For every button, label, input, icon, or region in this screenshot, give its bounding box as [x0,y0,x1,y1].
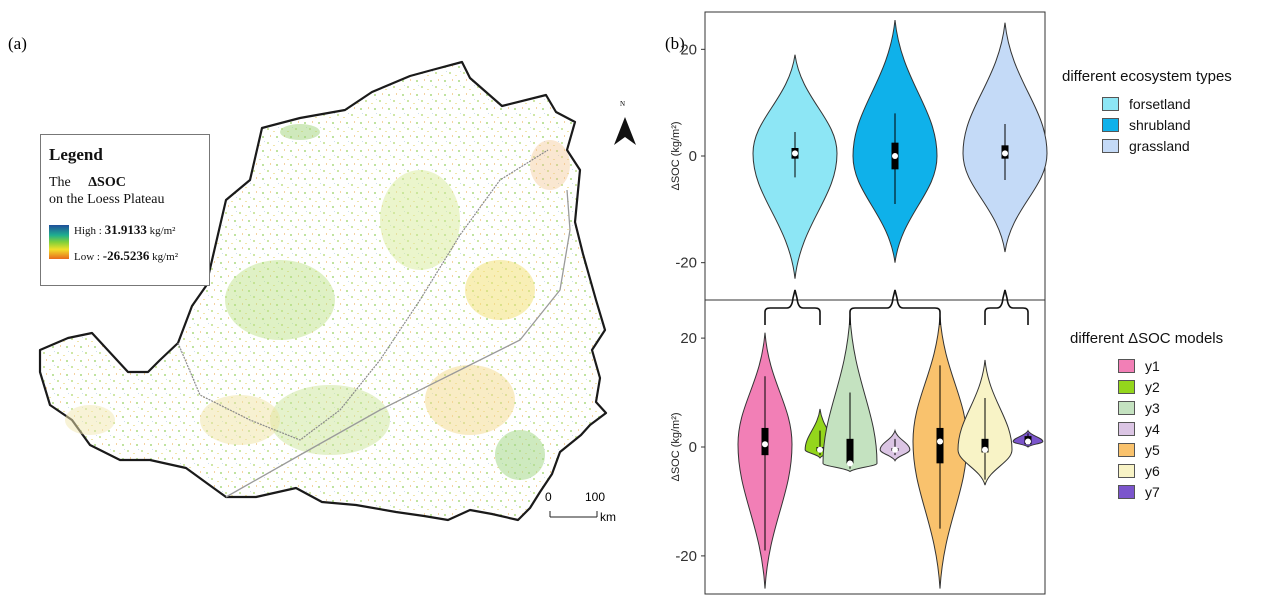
legend-swatch [1118,422,1135,436]
north-arrow-icon [614,117,636,145]
legend-item-y6: y6 [1118,463,1160,479]
legend-item-y5: y5 [1118,442,1160,458]
legend-swatch [1118,443,1135,457]
legend-title-1: different ecosystem types [1062,68,1232,85]
legend-label: y6 [1145,463,1160,479]
y-tick-label: 0 [689,148,697,165]
iqr-box-y6 [981,438,989,453]
scale-zero: 0 [545,490,552,504]
scale-bar [549,511,598,518]
legend-low: Low : -26.5236 kg/m² [74,248,178,264]
median-dot-y2 [817,446,823,453]
legend-item-y2: y2 [1118,379,1160,395]
map-legend: Legend The ΔSOC on the Loess Plateau Hig… [40,134,210,286]
legend-label: y2 [1145,379,1160,395]
median-dot-grassland [1002,150,1008,157]
legend-swatch [1102,139,1119,153]
median-dot-y5 [937,438,943,445]
legend-label: y7 [1145,484,1160,500]
legend-label: y5 [1145,442,1160,458]
legend-swatch [1118,359,1135,373]
legend-title-2: different ΔSOC models [1070,330,1224,347]
iqr-box-y3 [846,438,854,464]
legend-high-unit: kg/m² [149,225,176,237]
legend-label: forsetland [1129,96,1191,112]
legend-prefix: The [49,175,71,190]
group-bracket-2 [849,289,941,325]
median-dot-y3 [847,460,853,467]
legend-item-y4: y4 [1118,421,1160,437]
legend-color-ramp [49,225,69,259]
median-dot-y6 [982,446,988,453]
legend-item-y1: y1 [1118,358,1160,374]
legend-title: Legend [49,145,103,164]
legend-item-forsetland: forsetland [1102,96,1190,112]
north-label: N [620,100,626,108]
legend-label: y4 [1145,421,1160,437]
legend-item-y7: y7 [1118,484,1160,500]
legend-swatch [1102,118,1119,132]
y-tick-label: -20 [675,548,697,565]
legend-label: y3 [1145,400,1160,416]
median-dot-forsetland [792,150,798,157]
legend-high-prefix: High : [74,225,102,237]
legend-swatch [1102,97,1119,111]
legend-variable: ΔSOC [88,175,126,190]
legend-label: y1 [1145,358,1160,374]
y-tick-label: 0 [689,439,697,456]
legend-high-value: 31.9133 [104,222,147,237]
y-axis-label: ΔSOC (kg/m²) [670,121,682,190]
median-dot-shrubland [892,153,898,159]
legend-low-unit: kg/m² [152,251,178,263]
legend-high: High : 31.9133 kg/m² [74,222,175,238]
panel-a-label: (a) [8,34,27,53]
legend-low-value: -26.5236 [102,248,150,263]
zone-line-1 [177,149,549,441]
median-dot-y7 [1025,438,1031,445]
legend-label: grassland [1129,138,1190,154]
iqr-box-y5 [936,427,944,464]
legend-swatch [1118,380,1135,394]
y-tick-label: 20 [680,41,697,58]
median-dot-y1 [762,441,768,448]
median-dot-y4 [892,446,898,453]
y-tick-label: 20 [680,330,697,347]
legend-subtitle-line2: on the Loess Plateau [49,192,165,207]
legend-subtitle-line1: The ΔSOC [49,175,126,191]
scale-hundred: 100 [585,490,606,504]
y-axis-label: ΔSOC (kg/m²) [670,412,682,481]
y-tick-label: -20 [675,255,697,272]
legend-swatch [1118,401,1135,415]
legend-item-shrubland: shrubland [1102,117,1191,133]
legend-swatch [1118,464,1135,478]
panel-b-label: (b) [665,34,685,53]
scale-unit: km [600,510,616,524]
group-bracket-1 [764,289,821,325]
zone-line-2 [225,189,571,498]
legend-item-y3: y3 [1118,400,1160,416]
legend-low-prefix: Low : [74,251,100,263]
legend-swatch [1118,485,1135,499]
legend-item-grassland: grassland [1102,138,1190,154]
legend-label: shrubland [1129,117,1191,133]
group-bracket-3 [984,289,1029,325]
map-colour-patches [65,124,570,480]
